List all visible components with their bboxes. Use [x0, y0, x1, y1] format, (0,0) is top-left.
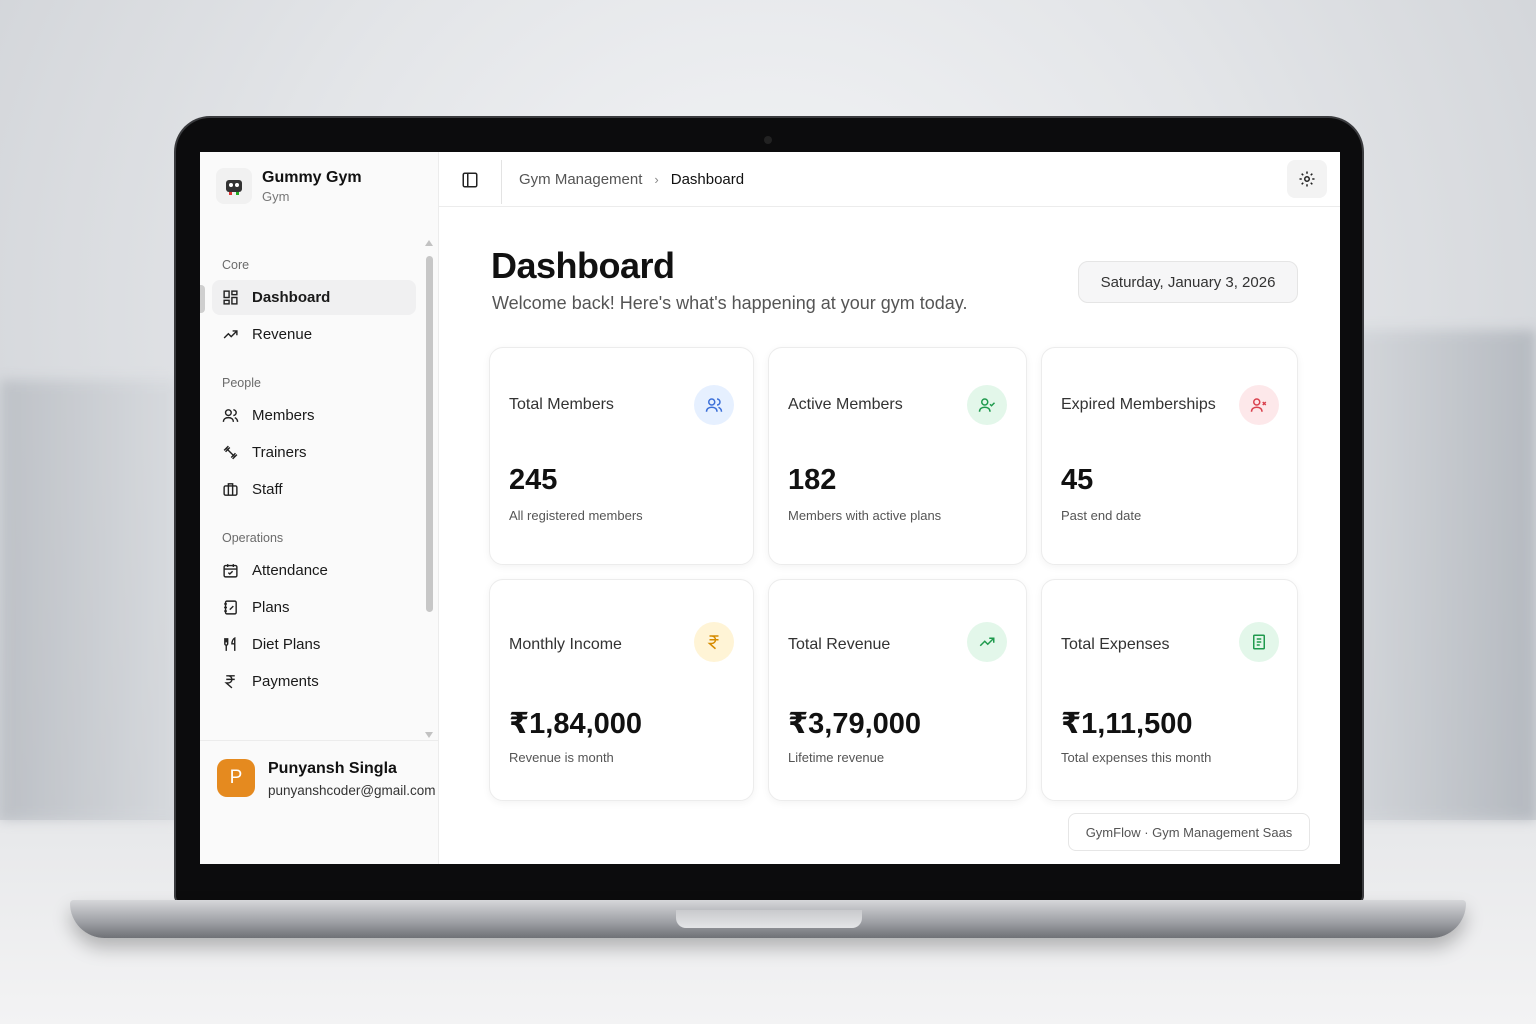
camera-icon	[764, 136, 772, 144]
card-label: Total Revenue	[788, 636, 891, 653]
sidebar-item-label: Attendance	[252, 562, 328, 579]
card-description: All registered members	[509, 508, 643, 523]
stat-card-total-members[interactable]: Total Members 245 All registered members	[489, 347, 754, 565]
rupee-icon	[694, 622, 734, 662]
card-value: ₹3,79,000	[788, 708, 922, 740]
nav-group-people: People Members Trainers Staff	[212, 370, 416, 507]
card-value: 182	[788, 464, 837, 496]
sidebar-item-label: Payments	[252, 673, 319, 690]
card-value: 245	[509, 464, 558, 496]
users-icon	[222, 409, 239, 422]
sidebar-item-plans[interactable]: Plans	[212, 590, 416, 625]
card-value: ₹1,84,000	[509, 708, 643, 740]
user-email: punyanshcoder@gmail.com	[268, 783, 436, 798]
card-label: Expired Memberships	[1061, 396, 1216, 413]
active-item-marker	[200, 285, 205, 313]
group-title-core: Core	[222, 258, 250, 272]
footer-badge: GymFlow · Gym Management Saas	[1068, 813, 1310, 851]
breadcrumb-current: Dashboard	[670, 171, 745, 188]
card-description: Members with active plans	[788, 508, 942, 523]
stat-card-monthly-income[interactable]: Monthly Income ₹1,84,000 Revenue is mont…	[489, 579, 754, 801]
stat-card-total-expenses[interactable]: Total Expenses ₹1,11,500 Total expenses …	[1041, 579, 1298, 801]
stat-card-active-members[interactable]: Active Members 182 Members with active p…	[768, 347, 1027, 565]
brand[interactable]: Gummy Gym Gym	[216, 168, 362, 204]
group-title-people: People	[222, 376, 261, 390]
page-title: Dashboard	[491, 245, 675, 286]
card-label: Total Expenses	[1061, 636, 1170, 653]
dumbbell-icon	[223, 445, 238, 460]
sidebar-item-label: Revenue	[252, 326, 313, 343]
background-blur-right	[1336, 330, 1536, 820]
utensils-icon	[224, 636, 236, 651]
user-profile[interactable]: P Punyansh Singla punyanshcoder@gmail.co…	[200, 740, 438, 864]
stat-card-total-revenue[interactable]: Total Revenue ₹3,79,000 Lifetime revenue	[768, 579, 1027, 801]
sidebar-item-label: Staff	[252, 481, 283, 498]
sidebar-nav: Core Dashboard Revenue People Members	[212, 252, 416, 717]
nav-group-operations: Operations Attendance Plans Diet Plans P…	[212, 525, 416, 699]
users-icon	[694, 385, 734, 425]
card-description: Revenue is month	[509, 750, 614, 765]
page-subtitle: Welcome back! Here's what's happening at…	[492, 293, 968, 313]
avatar: P	[217, 759, 255, 797]
card-value: ₹1,11,500	[1061, 708, 1193, 740]
sidebar-item-label: Diet Plans	[252, 636, 321, 653]
sidebar-item-label: Plans	[252, 599, 290, 616]
scroll-down-arrow-icon[interactable]	[425, 732, 433, 738]
divider	[501, 160, 502, 204]
gym-logo-icon	[216, 168, 252, 204]
briefcase-icon	[223, 483, 238, 496]
background-blur-left	[0, 380, 180, 820]
gear-icon	[1299, 171, 1315, 187]
chevron-right-icon: ›	[654, 172, 659, 187]
trending-up-icon	[223, 330, 238, 339]
brand-subtitle: Gym	[262, 188, 290, 204]
sidebar-item-staff[interactable]: Staff	[212, 472, 416, 507]
scroll-up-arrow-icon[interactable]	[425, 240, 433, 246]
nav-group-core: Core Dashboard Revenue	[212, 252, 416, 352]
card-description: Lifetime revenue	[788, 750, 885, 765]
card-label: Active Members	[788, 396, 903, 413]
sidebar-item-label: Members	[252, 407, 315, 424]
stat-card-expired-memberships[interactable]: Expired Memberships 45 Past end date	[1041, 347, 1298, 565]
sidebar: Gummy Gym Gym Core Dashboard Revenue Peo…	[200, 152, 439, 864]
brand-name: Gummy Gym	[262, 168, 362, 186]
card-value: 45	[1061, 464, 1094, 496]
receipt-icon	[1239, 622, 1279, 662]
calendar-check-icon	[223, 564, 238, 578]
user-x-icon	[1239, 385, 1279, 425]
user-check-icon	[967, 385, 1007, 425]
group-title-operations: Operations	[222, 531, 284, 545]
laptop-notch	[676, 910, 862, 928]
date-badge: Saturday, January 3, 2026	[1078, 261, 1298, 303]
rupee-icon	[224, 675, 235, 689]
sidebar-item-dashboard[interactable]: Dashboard	[212, 280, 416, 315]
card-label: Total Members	[509, 396, 614, 413]
card-description: Past end date	[1061, 508, 1142, 523]
sidebar-item-trainers[interactable]: Trainers	[212, 435, 416, 470]
sidebar-item-members[interactable]: Members	[212, 398, 416, 433]
settings-button[interactable]	[1287, 160, 1327, 198]
sidebar-item-label: Trainers	[252, 444, 307, 461]
sidebar-item-label: Dashboard	[252, 289, 331, 306]
panel-left-icon	[462, 172, 478, 188]
card-label: Monthly Income	[509, 636, 622, 653]
card-description: Total expenses this month	[1061, 750, 1212, 765]
dashboard-icon	[223, 290, 238, 305]
breadcrumb-parent-link[interactable]: Gym Management	[519, 171, 643, 188]
breadcrumb: Gym Management › Dashboard	[519, 171, 744, 188]
notebook-icon	[224, 600, 237, 615]
sidebar-toggle-button[interactable]	[456, 166, 484, 194]
main-content: Dashboard Welcome back! Here's what's ha…	[438, 207, 1340, 864]
sidebar-item-diet-plans[interactable]: Diet Plans	[212, 627, 416, 662]
sidebar-scrollbar[interactable]	[426, 256, 433, 612]
top-bar: Gym Management › Dashboard	[438, 152, 1340, 207]
sidebar-item-attendance[interactable]: Attendance	[212, 553, 416, 588]
user-name: Punyansh Singla	[268, 760, 397, 777]
trending-up-icon	[967, 622, 1007, 662]
app-screen: Gummy Gym Gym Core Dashboard Revenue Peo…	[200, 152, 1340, 864]
sidebar-item-payments[interactable]: Payments	[212, 664, 416, 699]
sidebar-item-revenue[interactable]: Revenue	[212, 317, 416, 352]
